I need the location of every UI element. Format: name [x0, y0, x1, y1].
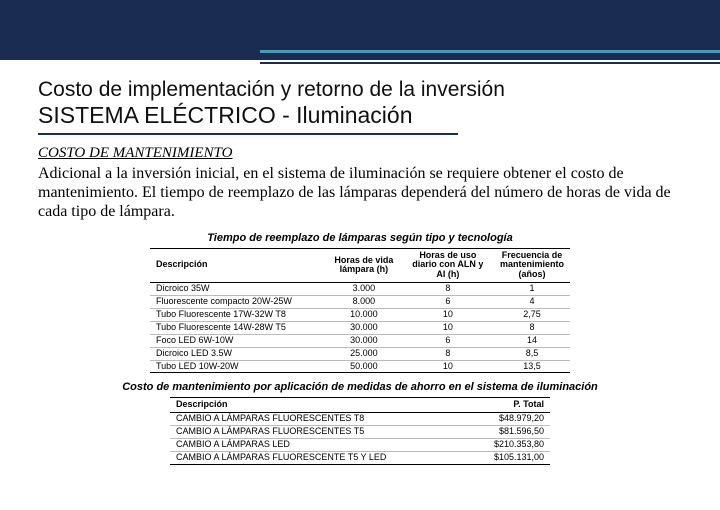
table-cell: Tubo LED 10W-20W [150, 360, 326, 373]
table-cell: Fluorescente compacto 20W-25W [150, 296, 326, 309]
table-cell: Tubo Fluorescente 14W-28W T5 [150, 321, 326, 334]
table-cell: Tubo Fluorescente 17W-32W T8 [150, 309, 326, 322]
table-row: CAMBIO A LÁMPARAS LED$210.353,80 [170, 439, 550, 452]
table-cell: 10 [402, 309, 494, 322]
table-maintenance-cost: Descripción P. Total CAMBIO A LÁMPARAS F… [170, 397, 550, 464]
table-cell: 6 [402, 296, 494, 309]
table-cell: CAMBIO A LÁMPARAS FLUORESCENTES T5 [170, 426, 444, 439]
table-cell: 10.000 [326, 309, 402, 322]
section-heading: COSTO DE MANTENIMIENTO [38, 145, 682, 162]
table-header-row: Descripción P. Total [170, 398, 550, 413]
col-descripcion: Descripción [150, 248, 326, 283]
table-cell: Foco LED 6W-10W [150, 334, 326, 347]
table-cell: CAMBIO A LÁMPARAS FLUORESCENTE T5 Y LED [170, 452, 444, 465]
table-cell: 30.000 [326, 334, 402, 347]
table-cell: 8,5 [494, 347, 570, 360]
table-cell: 6 [402, 334, 494, 347]
table2-title: Costo de mantenimiento por aplicación de… [38, 381, 682, 393]
title-line-1: Costo de implementación y retorno de la … [38, 78, 682, 102]
table-cell: $210.353,80 [444, 439, 550, 452]
table-cell: 8.000 [326, 296, 402, 309]
table-row: CAMBIO A LÁMPARAS FLUORESCENTES T8$48.97… [170, 413, 550, 426]
table-row: Dicroico LED 3.5W25.00088,5 [150, 347, 570, 360]
table-row: CAMBIO A LÁMPARAS FLUORESCENTE T5 Y LED$… [170, 452, 550, 465]
table-cell: 2,75 [494, 309, 570, 322]
table-row: Dicroico 35W3.00081 [150, 283, 570, 296]
table-row: Tubo LED 10W-20W50.0001013,5 [150, 360, 570, 373]
table-row: Tubo Fluorescente 14W-28W T530.000108 [150, 321, 570, 334]
table-cell: 8 [402, 283, 494, 296]
body-paragraph: Adicional a la inversión inicial, en el … [38, 164, 682, 222]
slide-content: Costo de implementación y retorno de la … [0, 60, 720, 465]
table-row: CAMBIO A LÁMPARAS FLUORESCENTES T5$81.59… [170, 426, 550, 439]
table-cell: Dicroico 35W [150, 283, 326, 296]
table-cell: 25.000 [326, 347, 402, 360]
table-cell: 8 [402, 347, 494, 360]
slide-header [0, 0, 720, 60]
table-header-row: Descripción Horas de vida lámpara (h) Ho… [150, 248, 570, 283]
col-frecuencia: Frecuencia de mantenimiento (años) [494, 248, 570, 283]
table-cell: 13,5 [494, 360, 570, 373]
table-cell: 30.000 [326, 321, 402, 334]
table-cell: 1 [494, 283, 570, 296]
table-cell: 14 [494, 334, 570, 347]
table-lamp-life: Descripción Horas de vida lámpara (h) Ho… [150, 248, 570, 374]
table-cell: $81.596,50 [444, 426, 550, 439]
table-cell: 4 [494, 296, 570, 309]
table-cell: 10 [402, 321, 494, 334]
col-descripcion: Descripción [170, 398, 444, 413]
col-horas-vida: Horas de vida lámpara (h) [326, 248, 402, 283]
table-cell: $48.979,20 [444, 413, 550, 426]
table-row: Tubo Fluorescente 17W-32W T810.000102,75 [150, 309, 570, 322]
table-cell: 10 [402, 360, 494, 373]
table-cell: CAMBIO A LÁMPARAS LED [170, 439, 444, 452]
table-cell: 3.000 [326, 283, 402, 296]
table-row: Foco LED 6W-10W30.000614 [150, 334, 570, 347]
table-cell: CAMBIO A LÁMPARAS FLUORESCENTES T8 [170, 413, 444, 426]
header-accent-cyan [260, 50, 720, 53]
table-row: Fluorescente compacto 20W-25W8.00064 [150, 296, 570, 309]
table-cell: $105.131,00 [444, 452, 550, 465]
table-cell: Dicroico LED 3.5W [150, 347, 326, 360]
table1-title: Tiempo de reemplazo de lámparas según ti… [38, 232, 682, 244]
title-line-2: SISTEMA ELÉCTRICO - Iluminación [38, 102, 458, 135]
table-cell: 50.000 [326, 360, 402, 373]
col-ptotal: P. Total [444, 398, 550, 413]
table-cell: 8 [494, 321, 570, 334]
header-accent-dark [260, 62, 720, 64]
col-horas-uso: Horas de uso diario con ALN y AI (h) [402, 248, 494, 283]
